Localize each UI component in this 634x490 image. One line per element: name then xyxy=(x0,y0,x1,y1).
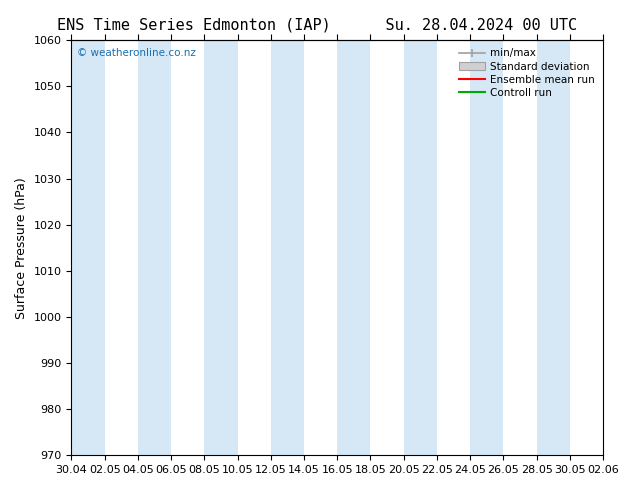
Text: ENS Time Series Edmonton (IAP)      Su. 28.04.2024 00 UTC: ENS Time Series Edmonton (IAP) Su. 28.04… xyxy=(57,17,577,32)
Bar xyxy=(404,40,437,455)
Bar xyxy=(204,40,238,455)
Bar xyxy=(536,40,570,455)
Bar xyxy=(304,40,337,455)
Text: © weatheronline.co.nz: © weatheronline.co.nz xyxy=(77,49,196,58)
Bar xyxy=(337,40,370,455)
Bar xyxy=(503,40,536,455)
Y-axis label: Surface Pressure (hPa): Surface Pressure (hPa) xyxy=(15,177,28,318)
Bar xyxy=(570,40,603,455)
Bar xyxy=(105,40,138,455)
Bar xyxy=(138,40,171,455)
Legend: min/max, Standard deviation, Ensemble mean run, Controll run: min/max, Standard deviation, Ensemble me… xyxy=(456,46,598,101)
Bar xyxy=(370,40,404,455)
Bar xyxy=(437,40,470,455)
Bar xyxy=(271,40,304,455)
Bar xyxy=(72,40,105,455)
Bar xyxy=(238,40,271,455)
Bar xyxy=(171,40,204,455)
Bar xyxy=(470,40,503,455)
